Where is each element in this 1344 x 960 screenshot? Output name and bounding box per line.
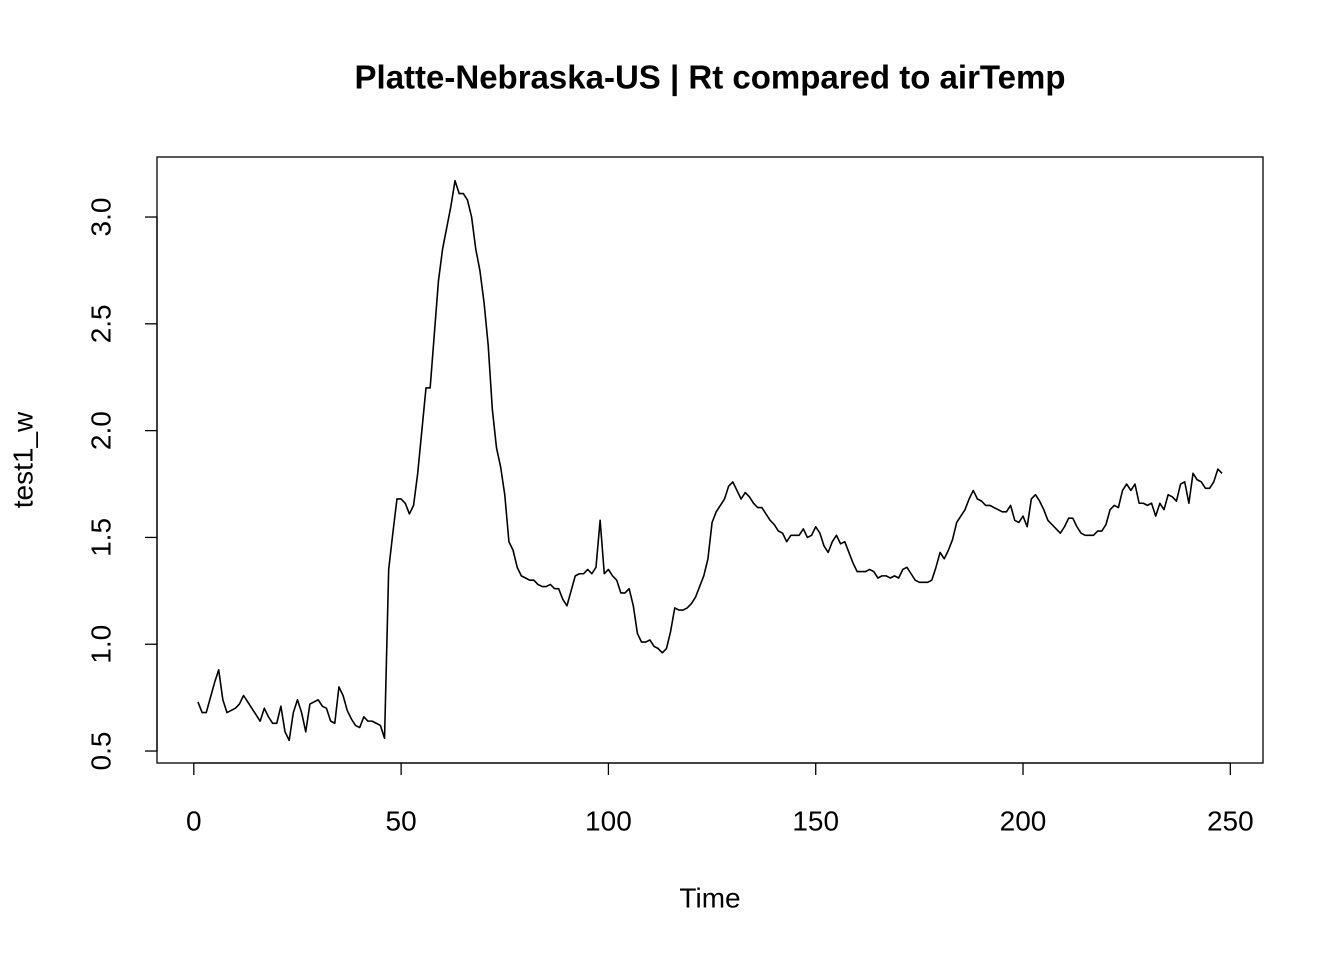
data-line	[197, 179, 1223, 742]
y-tick-label: 3.0	[85, 198, 116, 237]
x-tick-label: 0	[186, 805, 202, 836]
x-tick-label: 100	[585, 805, 632, 836]
x-tick-label: 200	[1000, 805, 1047, 836]
x-tick-label: 150	[792, 805, 839, 836]
y-tick-label: 2.0	[85, 411, 116, 450]
y-tick-label: 2.5	[85, 304, 116, 343]
x-axis-label: Time	[679, 882, 740, 913]
x-tick-label: 250	[1207, 805, 1254, 836]
y-axis-label: test1_w	[7, 411, 38, 508]
chart-title: Platte-Nebraska-US | Rt compared to airT…	[355, 59, 1066, 96]
y-tick-label: 0.5	[85, 732, 116, 771]
y-tick-label: 1.0	[85, 625, 116, 664]
y-tick-label: 1.5	[85, 518, 116, 557]
x-tick-label: 50	[386, 805, 417, 836]
